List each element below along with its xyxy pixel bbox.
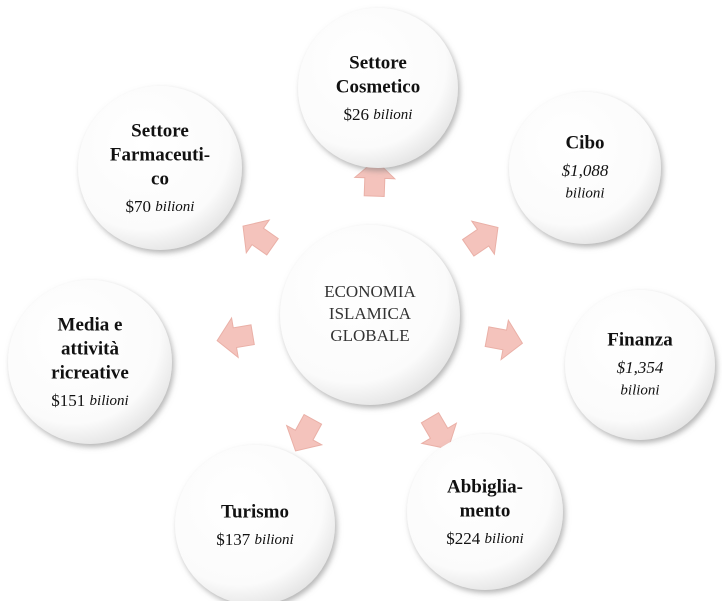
node-value: $1,354	[617, 358, 664, 377]
arrow	[420, 412, 458, 450]
node-unit: bilioni	[485, 531, 524, 547]
node-circle	[78, 86, 242, 250]
node-circle	[175, 445, 335, 601]
node-label: mento	[460, 500, 511, 521]
node-unit: bilioni	[255, 532, 294, 548]
node-value: $1,088	[562, 161, 609, 180]
node-circle	[298, 8, 458, 168]
node-label: Abbiglia-	[447, 476, 523, 497]
center-label: ISLAMICA	[329, 304, 412, 323]
arrow	[285, 413, 324, 452]
node-label: Cibo	[565, 132, 604, 153]
node-unit: bilioni	[373, 107, 412, 123]
arrow	[216, 316, 255, 359]
arrow	[353, 159, 397, 197]
node-value: $151	[51, 391, 85, 410]
node-unit: bilioni	[90, 393, 129, 409]
node-value-line: $137 bilioni	[216, 530, 293, 549]
node-value-line: $70 bilioni	[126, 197, 195, 216]
node-label: Media e	[58, 314, 123, 335]
arrow	[242, 219, 279, 256]
node-unit: bilioni	[620, 382, 659, 398]
node-unit: bilioni	[565, 185, 604, 201]
node-circle	[565, 290, 715, 440]
node-label: Finanza	[607, 329, 673, 350]
node-label: Farmaceuti-	[110, 144, 210, 165]
node-value: $26	[344, 105, 370, 124]
node-circle	[509, 92, 661, 244]
node-label: Settore	[349, 52, 407, 73]
node-circle	[407, 434, 563, 590]
node-label: Settore	[131, 120, 189, 141]
node-label: Turismo	[221, 501, 289, 522]
arrow	[484, 318, 524, 361]
node-value-line: $224 bilioni	[446, 529, 523, 548]
node-value: $70	[126, 197, 152, 216]
node-value-line: $151 bilioni	[51, 391, 128, 410]
arrow	[461, 220, 499, 257]
center-circle	[280, 225, 460, 405]
node-circle	[8, 280, 172, 444]
node-unit: bilioni	[155, 199, 194, 215]
node-value: $224	[446, 529, 481, 548]
node-label: co	[151, 168, 169, 189]
center-label: GLOBALE	[330, 326, 409, 345]
node-label: ricreative	[51, 362, 129, 383]
node-label: Cosmetico	[336, 76, 420, 97]
node-value-line: $26 bilioni	[344, 105, 413, 124]
node-label: attività	[61, 338, 120, 359]
center-label: ECONOMIA	[324, 282, 416, 301]
node-value: $137	[216, 530, 251, 549]
